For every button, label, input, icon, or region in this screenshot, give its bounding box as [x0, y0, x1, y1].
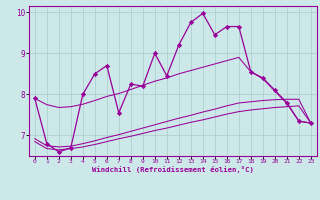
X-axis label: Windchill (Refroidissement éolien,°C): Windchill (Refroidissement éolien,°C): [92, 166, 254, 173]
